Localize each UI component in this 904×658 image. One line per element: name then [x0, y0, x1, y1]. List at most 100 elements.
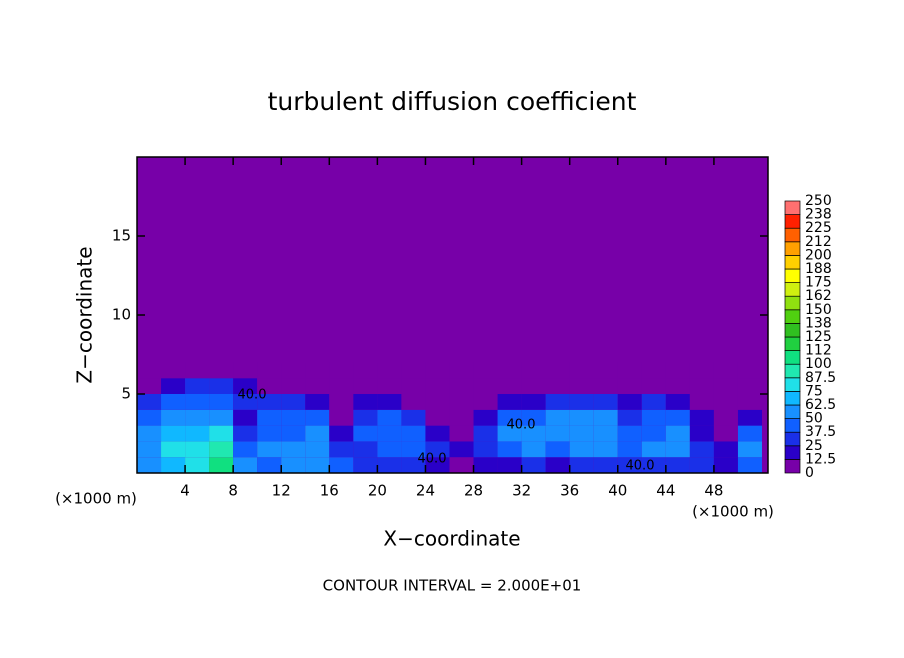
field-cell	[689, 409, 714, 426]
field-cell	[329, 425, 354, 442]
colorbar-label: 175	[805, 275, 832, 291]
field-cell	[161, 457, 186, 473]
field-cell	[329, 441, 354, 458]
field-cell	[233, 457, 258, 473]
field-cell	[353, 378, 378, 394]
field-cell	[185, 409, 210, 426]
field-cell	[737, 409, 762, 426]
field-cell	[305, 362, 330, 379]
field-cell	[401, 378, 426, 394]
field-cell	[497, 457, 522, 473]
field-cell	[569, 457, 594, 473]
x-tick-label: 32	[512, 482, 531, 500]
field-cell	[185, 378, 210, 394]
field-cell	[569, 378, 594, 394]
field-cell	[209, 362, 234, 379]
field-cell	[569, 409, 594, 426]
field-cell	[353, 441, 378, 458]
colorbar-swatch	[784, 377, 801, 392]
field-cell	[305, 409, 330, 426]
field-cell	[473, 441, 498, 458]
field-cell	[425, 362, 450, 379]
colorbar-swatch	[784, 391, 801, 406]
field-cell	[209, 409, 234, 426]
field-cell	[377, 394, 402, 410]
field-cell	[617, 425, 642, 442]
field-cell	[137, 425, 162, 442]
field-cell	[641, 457, 666, 473]
field-cell	[161, 378, 186, 394]
field-cell	[497, 441, 522, 458]
field-cell	[713, 409, 738, 426]
field-cell	[713, 441, 738, 458]
field-cell	[737, 425, 762, 442]
x-tick-label: 12	[272, 482, 291, 500]
y-tick-label: 5	[121, 385, 131, 403]
colorbar-label: 0	[805, 465, 814, 481]
field-cell	[233, 378, 258, 394]
field-cell	[185, 394, 210, 410]
colorbar-swatch	[784, 336, 801, 351]
field-cell	[449, 394, 474, 410]
colorbar-swatch	[784, 295, 801, 311]
field-cell	[545, 441, 570, 458]
field-cell	[209, 441, 234, 458]
x-tick-label: 24	[416, 482, 435, 500]
field-cell	[689, 378, 714, 394]
field-cell	[665, 394, 690, 410]
field-cell	[137, 409, 162, 426]
field-cell	[665, 425, 690, 442]
field-cell	[425, 378, 450, 394]
colorbar-swatch	[784, 268, 801, 283]
field-cell	[665, 441, 690, 458]
field-cell	[185, 425, 210, 442]
field-cell	[209, 457, 234, 473]
field-cell	[521, 409, 546, 426]
colorbar-swatch	[784, 431, 801, 447]
colorbar-swatch	[784, 255, 801, 270]
field-cell	[521, 457, 546, 473]
field-cell	[305, 441, 330, 458]
y-tick-label: 15	[112, 227, 131, 245]
field-cell	[569, 362, 594, 379]
field-cell	[713, 378, 738, 394]
field-cell	[401, 409, 426, 426]
field-cell	[257, 394, 282, 410]
colorbar-label: 225	[805, 220, 832, 236]
field-cell	[137, 441, 162, 458]
x-tick-label: 4	[180, 482, 190, 500]
field-cell	[281, 362, 306, 379]
colorbar-swatch	[784, 214, 801, 229]
field-cell	[305, 378, 330, 394]
field-cell	[665, 362, 690, 379]
field-cell	[377, 362, 402, 379]
field-cell	[377, 441, 402, 458]
colorbar-label: 112	[805, 343, 832, 359]
field-cell	[665, 409, 690, 426]
field-cell	[449, 378, 474, 394]
field-cell	[689, 457, 714, 473]
field-cell	[713, 394, 738, 410]
colorbar-label: 62.5	[805, 397, 836, 413]
colorbar-label: 12.5	[805, 451, 836, 467]
field-cell	[545, 394, 570, 410]
field-cell	[641, 362, 666, 379]
field-cell	[737, 457, 762, 473]
field-cell	[233, 362, 258, 379]
field-cell	[161, 394, 186, 410]
field-cell	[689, 394, 714, 410]
field-cell	[353, 409, 378, 426]
colorbar-label: 25	[805, 438, 823, 454]
field-cell	[281, 409, 306, 426]
field-cell	[185, 457, 210, 473]
field-cell	[401, 457, 426, 473]
field-cell	[473, 378, 498, 394]
colorbar-label: 250	[805, 193, 832, 209]
x-tick-label: 20	[368, 482, 387, 500]
field-cell	[233, 425, 258, 442]
field-cell	[377, 457, 402, 473]
field-cell	[305, 394, 330, 410]
x-axis-label: X−coordinate	[383, 527, 520, 551]
field-cell	[425, 441, 450, 458]
y-tick-label: 10	[112, 306, 131, 324]
